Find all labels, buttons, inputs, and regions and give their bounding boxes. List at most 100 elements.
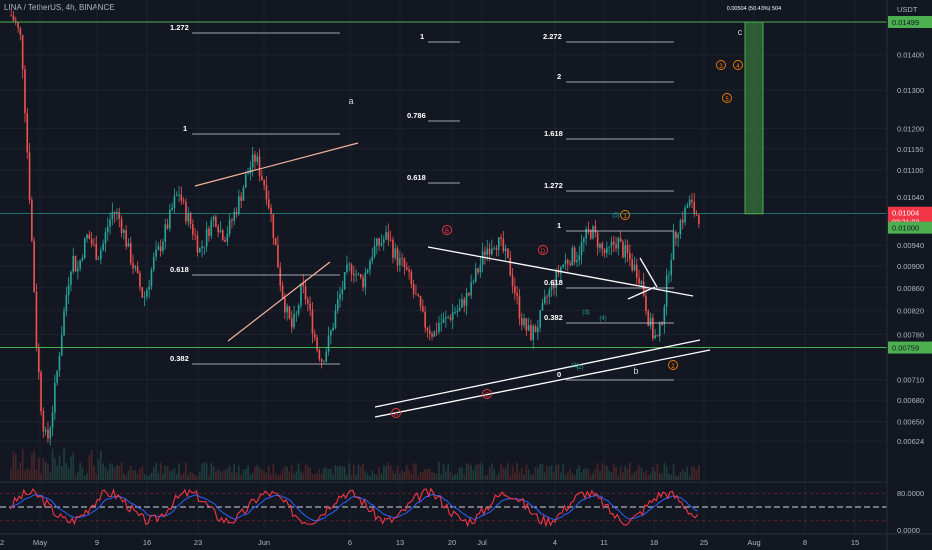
badge-bottom: 0.00759 xyxy=(892,344,919,353)
price-tick: 0.01150 xyxy=(897,145,924,154)
fib-label: 2 xyxy=(557,72,561,81)
volume-bar xyxy=(88,454,91,480)
candle-up xyxy=(148,286,150,290)
volume-bar xyxy=(670,474,673,480)
candle-up xyxy=(599,243,601,248)
volume-bar xyxy=(668,473,670,480)
volume-bar xyxy=(484,475,486,480)
volume-bar xyxy=(171,470,173,480)
rsi-panel xyxy=(0,481,887,528)
volume-bar xyxy=(311,474,314,480)
candle-down xyxy=(629,252,631,260)
volume-bar xyxy=(132,470,134,480)
candle-up xyxy=(54,382,56,413)
candle-up xyxy=(106,226,109,233)
candle-up xyxy=(366,269,369,273)
volume-bar xyxy=(557,464,560,480)
volume-bar xyxy=(387,462,390,480)
candle-down xyxy=(353,273,355,276)
candle-down xyxy=(302,283,305,287)
volume-bar xyxy=(100,450,102,480)
fib-label: 0.618 xyxy=(170,265,189,274)
volume-bar xyxy=(571,473,574,480)
volume-bar xyxy=(346,475,348,480)
volume-bar xyxy=(267,465,270,480)
volume-bar xyxy=(139,468,141,480)
volume-bar xyxy=(182,472,185,480)
candle-up xyxy=(548,289,551,297)
candle-down xyxy=(185,201,187,222)
volume-bar xyxy=(399,474,401,480)
volume-bar xyxy=(244,469,247,480)
candle-down xyxy=(612,241,615,245)
volume-bar xyxy=(599,470,601,480)
candle-down xyxy=(518,295,521,319)
volume-bar xyxy=(440,474,443,480)
candle-up xyxy=(295,313,298,315)
candle-up xyxy=(537,327,539,333)
volume-bar xyxy=(433,473,436,480)
candle-up xyxy=(571,247,574,266)
volume-bar xyxy=(477,463,479,480)
price-tick: 0.00710 xyxy=(897,375,924,384)
candle-up xyxy=(474,268,477,282)
candle-down xyxy=(26,113,29,153)
volume-bar xyxy=(688,475,691,480)
candle-down xyxy=(215,216,217,227)
volume-bar xyxy=(652,467,654,480)
volume-bar xyxy=(665,466,668,480)
candle-down xyxy=(311,309,314,334)
volume-bar xyxy=(619,467,622,480)
candle-up xyxy=(79,259,81,269)
candle-down xyxy=(95,244,98,260)
candle-up xyxy=(346,264,348,273)
volume-bar xyxy=(583,469,585,480)
volume-bar xyxy=(286,466,288,480)
candle-up xyxy=(663,306,666,325)
time-tick: 23 xyxy=(194,538,202,547)
candle-down xyxy=(281,285,284,299)
volume-bar xyxy=(532,473,535,480)
candle-up xyxy=(580,242,583,256)
candle-up xyxy=(205,228,208,247)
time-tick: 11 xyxy=(600,538,608,547)
volume-bar xyxy=(585,468,587,480)
candle-down xyxy=(419,295,422,307)
volume-bar xyxy=(486,474,489,480)
volume-bar xyxy=(504,467,507,480)
candle-down xyxy=(546,296,548,298)
channel-lower-1 xyxy=(374,339,701,408)
volume-bar xyxy=(180,474,183,480)
volume-bar xyxy=(143,474,146,480)
candle-up xyxy=(127,243,130,247)
candle-down xyxy=(502,239,505,252)
price-tick: 0.00680 xyxy=(897,396,924,405)
candle-up xyxy=(677,234,679,239)
badge-bottom-bg xyxy=(888,341,932,354)
triangle-upper xyxy=(427,246,694,297)
volume-bar xyxy=(410,473,413,480)
candle-down xyxy=(412,283,415,294)
rsi-tick: 80.0000 xyxy=(897,489,924,498)
volume-bar xyxy=(83,475,86,480)
time-tick: 16 xyxy=(143,538,151,547)
candle-down xyxy=(647,311,650,326)
candle-down xyxy=(74,255,77,272)
candle-down xyxy=(468,292,470,296)
candle-down xyxy=(307,299,309,304)
candle-down xyxy=(309,303,311,310)
candle-up xyxy=(332,327,334,331)
candle-up xyxy=(249,167,252,174)
candle-down xyxy=(645,295,647,312)
candle-down xyxy=(417,294,420,296)
candle-up xyxy=(97,259,100,260)
candle-up xyxy=(242,187,245,201)
fib-label: 1.272 xyxy=(170,23,189,32)
time-tick: Jun xyxy=(258,538,270,547)
badge-level2: 0.01000 xyxy=(892,224,919,233)
candle-down xyxy=(194,234,196,236)
volume-bar xyxy=(617,475,620,480)
fib-label: 0.382 xyxy=(544,313,563,322)
